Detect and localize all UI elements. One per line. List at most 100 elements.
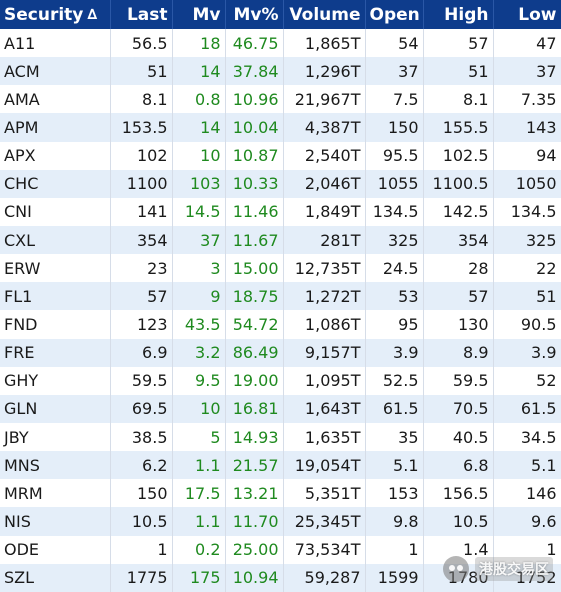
column-header-mv-pct[interactable]: Mv% [225, 0, 284, 29]
cell-security: MNS [0, 451, 111, 480]
cell-security: GHY [0, 366, 111, 395]
cell-mv: 103 [172, 169, 226, 198]
table-row[interactable]: FL1 57 9 18.75 1,272T 53 57 51 [0, 282, 561, 311]
cell-security: FND [0, 310, 111, 339]
cell-mv-pct: 10.87 [225, 141, 284, 170]
cell-open: 95.5 [365, 141, 424, 170]
cell-mv-pct: 11.70 [225, 507, 284, 536]
column-header-low[interactable]: Low [493, 0, 561, 29]
table-row[interactable]: NIS 10.5 1.1 11.70 25,345T 9.8 10.5 9.6 [0, 507, 561, 536]
cell-open: 95 [365, 310, 424, 339]
cell-open: 134.5 [365, 197, 424, 226]
column-header-volume[interactable]: Volume [283, 0, 366, 29]
cell-high: 142.5 [423, 197, 494, 226]
cell-mv: 37 [172, 225, 226, 255]
cell-low: 1 [493, 535, 561, 564]
cell-low: 325 [493, 225, 561, 255]
table-row[interactable]: SZL 1775 175 10.94 59,287 1599 1780 1752 [0, 563, 561, 592]
cell-last: 38.5 [110, 422, 173, 452]
cell-high: 70.5 [423, 394, 494, 423]
cell-open: 61.5 [365, 394, 424, 423]
cell-high: 40.5 [423, 422, 494, 452]
cell-last: 6.9 [110, 338, 173, 367]
cell-high: 57 [423, 282, 494, 311]
cell-high: 1100.5 [423, 169, 494, 198]
cell-volume: 1,635T [283, 422, 366, 452]
table-row[interactable]: GLN 69.5 10 16.81 1,643T 61.5 70.5 61.5 [0, 394, 561, 423]
cell-low: 52 [493, 366, 561, 395]
cell-low: 7.35 [493, 85, 561, 114]
cell-volume: 73,534T [283, 535, 366, 564]
cell-mv-pct: 16.81 [225, 394, 284, 423]
cell-mv: 14 [172, 113, 226, 142]
column-header-high[interactable]: High [423, 0, 494, 29]
cell-low: 94 [493, 141, 561, 170]
cell-security: APM [0, 113, 111, 142]
table-row[interactable]: APX 102 10 10.87 2,540T 95.5 102.5 94 [0, 141, 561, 170]
cell-volume: 9,157T [283, 338, 366, 367]
table-row[interactable]: ACM 51 14 37.84 1,296T 37 51 37 [0, 57, 561, 86]
cell-high: 28 [423, 254, 494, 283]
table-row[interactable]: A11 56.5 18 46.75 1,865T 54 57 47 [0, 29, 561, 58]
grid-body: A11 56.5 18 46.75 1,865T 54 57 47 ACM 51 14 37.84 1,… [0, 29, 561, 592]
table-row[interactable]: CXL 354 37 11.67 281T 325 354 325 [0, 225, 561, 255]
column-header-mv[interactable]: Mv [172, 0, 226, 29]
table-row[interactable]: APM 153.5 14 10.04 4,387T 150 155.5 143 [0, 113, 561, 142]
cell-last: 354 [110, 225, 173, 255]
table-row[interactable]: FRE 6.9 3.2 86.49 9,157T 3.9 8.9 3.9 [0, 338, 561, 367]
cell-last: 10.5 [110, 507, 173, 536]
cell-mv-pct: 86.49 [225, 338, 284, 367]
table-row[interactable]: FND 123 43.5 54.72 1,086T 95 130 90.5 [0, 310, 561, 339]
cell-security: AMA [0, 85, 111, 114]
cell-low: 134.5 [493, 197, 561, 226]
cell-mv-pct: 46.75 [225, 29, 284, 58]
cell-open: 52.5 [365, 366, 424, 395]
cell-mv-pct: 18.75 [225, 282, 284, 311]
table-row[interactable]: JBY 38.5 5 14.93 1,635T 35 40.5 34.5 [0, 422, 561, 452]
cell-low: 37 [493, 57, 561, 86]
table-row[interactable]: CHC 1100 103 10.33 2,046T 1055 1100.5 1050 [0, 169, 561, 198]
cell-volume: 1,086T [283, 310, 366, 339]
table-row[interactable]: MRM 150 17.5 13.21 5,351T 153 156.5 146 [0, 479, 561, 508]
cell-low: 34.5 [493, 422, 561, 452]
cell-last: 23 [110, 254, 173, 283]
table-row[interactable]: ODE 1 0.2 25.00 73,534T 1 1.4 1 [0, 535, 561, 564]
cell-last: 8.1 [110, 85, 173, 114]
cell-security: SZL [0, 563, 111, 592]
cell-high: 354 [423, 225, 494, 255]
cell-mv: 10 [172, 394, 226, 423]
cell-open: 53 [365, 282, 424, 311]
cell-last: 6.2 [110, 451, 173, 480]
table-row[interactable]: MNS 6.2 1.1 21.57 19,054T 5.1 6.8 5.1 [0, 451, 561, 480]
cell-open: 24.5 [365, 254, 424, 283]
column-header-label: Security [4, 4, 84, 25]
table-row[interactable]: GHY 59.5 9.5 19.00 1,095T 52.5 59.5 52 [0, 366, 561, 395]
column-header-security[interactable]: Security ∆ [0, 0, 111, 29]
cell-mv-pct: 11.67 [225, 225, 284, 255]
cell-open: 5.1 [365, 451, 424, 480]
column-header-open[interactable]: Open [365, 0, 424, 29]
column-header-last[interactable]: Last [110, 0, 173, 29]
table-row[interactable]: CNI 141 14.5 11.46 1,849T 134.5 142.5 134.5 [0, 197, 561, 226]
cell-open: 7.5 [365, 85, 424, 114]
cell-volume: 1,643T [283, 394, 366, 423]
cell-low: 146 [493, 479, 561, 508]
table-row[interactable]: AMA 8.1 0.8 10.96 21,967T 7.5 8.1 7.35 [0, 85, 561, 114]
cell-low: 90.5 [493, 310, 561, 339]
cell-open: 54 [365, 29, 424, 58]
cell-mv: 17.5 [172, 479, 226, 508]
cell-high: 102.5 [423, 141, 494, 170]
cell-mv-pct: 21.57 [225, 451, 284, 480]
table-row[interactable]: ERW 23 3 15.00 12,735T 24.5 28 22 [0, 254, 561, 283]
cell-volume: 1,272T [283, 282, 366, 311]
cell-last: 1100 [110, 169, 173, 198]
cell-security: A11 [0, 29, 111, 58]
cell-open: 37 [365, 57, 424, 86]
cell-mv-pct: 10.96 [225, 85, 284, 114]
cell-volume: 21,967T [283, 85, 366, 114]
cell-low: 51 [493, 282, 561, 311]
cell-mv: 3 [172, 254, 226, 283]
cell-mv: 9 [172, 282, 226, 311]
cell-last: 69.5 [110, 394, 173, 423]
